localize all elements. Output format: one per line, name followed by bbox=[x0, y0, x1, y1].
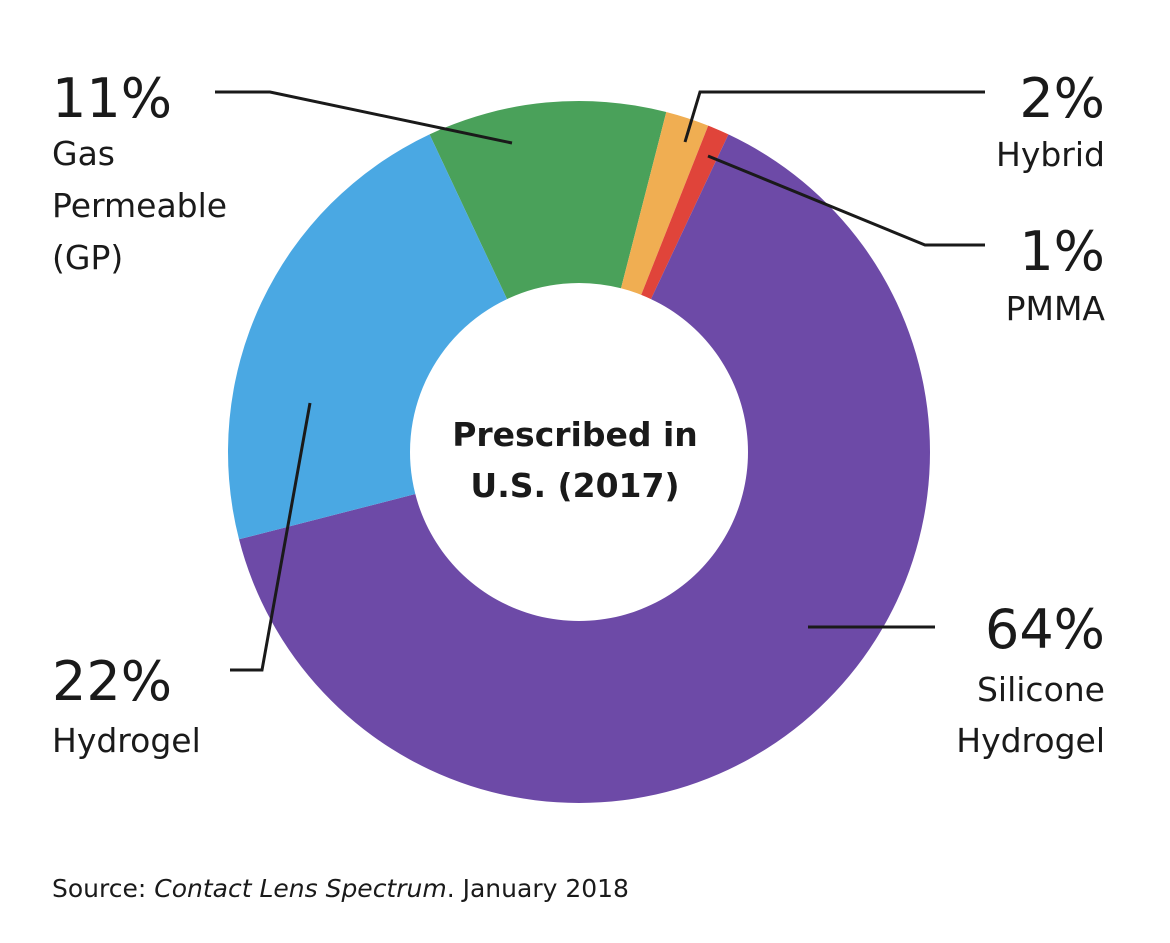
source-suffix: . January 2018 bbox=[447, 874, 629, 903]
label-gp-line2: Permeable bbox=[52, 186, 227, 225]
value-label-gp: 11% bbox=[52, 67, 172, 130]
slice-silicone-hydrogel bbox=[239, 134, 931, 804]
leader-line-gp bbox=[215, 90, 513, 145]
label-pmma: PMMA bbox=[1006, 289, 1106, 328]
slice-pmma bbox=[641, 125, 729, 300]
value-label-pmma: 1% bbox=[1019, 220, 1105, 283]
leader-line-hydrogel bbox=[230, 402, 312, 672]
value-label-silicone-hydrogel: 64% bbox=[985, 598, 1105, 661]
center-text-line1: Prescribed in bbox=[452, 415, 698, 454]
label-silicone-hydrogel-line1: Silicone bbox=[977, 670, 1105, 709]
leader-line-hybrid bbox=[683, 90, 985, 143]
slice-hybrid bbox=[621, 112, 709, 295]
label-hydrogel: Hydrogel bbox=[52, 721, 201, 760]
source-prefix: Source: bbox=[52, 874, 154, 903]
slice-hydrogel bbox=[228, 134, 508, 540]
label-hybrid: Hybrid bbox=[996, 135, 1105, 174]
label-silicone-hydrogel-line2: Hydrogel bbox=[956, 721, 1105, 760]
label-gp-line3: (GP) bbox=[52, 238, 123, 277]
center-text-line2: U.S. (2017) bbox=[470, 466, 679, 505]
source-note: Source: Contact Lens Spectrum. January 2… bbox=[52, 874, 629, 903]
leader-line-pmma bbox=[707, 154, 985, 247]
value-label-hybrid: 2% bbox=[1019, 67, 1105, 130]
slice-gas-permeable-gp bbox=[429, 101, 667, 300]
value-label-hydrogel: 22% bbox=[52, 650, 172, 713]
label-gp-line1: Gas bbox=[52, 134, 115, 173]
source-publication: Contact Lens Spectrum bbox=[154, 874, 446, 903]
slices bbox=[228, 101, 931, 804]
